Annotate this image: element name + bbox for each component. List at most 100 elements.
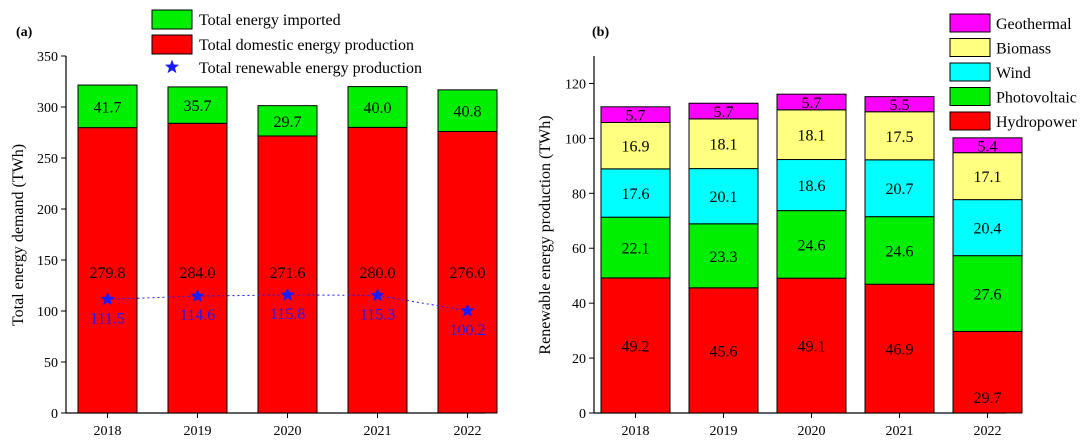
legend-label-photovoltaic: Photovoltaic — [996, 90, 1077, 107]
panel-label: (b) — [592, 25, 609, 40]
x-tick-label: 2021 — [364, 424, 392, 439]
legend-label-domestic: Total domestic energy production — [199, 37, 414, 54]
bar-imported — [257, 105, 318, 137]
data-label-biomass: 18.1 — [798, 128, 826, 145]
data-label-renewable: 115.8 — [270, 306, 305, 323]
bar-segment-geothermal — [688, 102, 759, 120]
data-label-biomass: 17.5 — [886, 129, 914, 146]
y-tick-label: 60 — [572, 242, 586, 257]
data-label-biomass: 17.1 — [974, 169, 1002, 186]
data-label-photovoltaic: 27.6 — [974, 287, 1002, 304]
bar-segment-photovoltaic — [776, 210, 847, 279]
data-label-photovoltaic: 22.1 — [622, 241, 650, 258]
data-label-renewable: 111.5 — [90, 310, 125, 327]
bar-segment-biomass — [864, 111, 935, 161]
bar-segment-hydropower — [688, 287, 759, 414]
y-tick-label: 0 — [579, 407, 586, 422]
y-tick-label: 100 — [565, 132, 586, 147]
y-tick-label: 150 — [37, 254, 58, 269]
y-tick-label: 300 — [37, 101, 58, 116]
data-label-biomass: 18.1 — [710, 137, 738, 154]
data-label-biomass: 16.9 — [622, 139, 650, 156]
data-label-domestic: 279.8 — [90, 265, 126, 282]
legend-swatch-photovoltaic — [949, 87, 991, 106]
y-tick-label: 0 — [51, 407, 58, 422]
y-tick-label: 250 — [37, 152, 58, 167]
data-label-imported: 29.7 — [274, 114, 302, 131]
bar-segment-wind — [864, 159, 935, 218]
x-tick-label: 2020 — [274, 424, 302, 439]
bar-segment-wind — [600, 168, 671, 218]
bar-domestic — [167, 122, 228, 414]
bar-segment-wind — [776, 159, 847, 212]
legend-swatch-domestic — [151, 34, 193, 55]
renewable-star-marker — [100, 291, 115, 306]
data-label-photovoltaic: 24.6 — [798, 237, 826, 254]
x-tick-label: 2018 — [94, 424, 122, 439]
y-axis-title: Renewable energy production (TWh) — [537, 115, 554, 354]
bar-segment-photovoltaic — [952, 255, 1023, 332]
bar-segment-hydropower — [776, 277, 847, 414]
legend-swatch-biomass — [949, 38, 991, 57]
data-label-photovoltaic: 23.3 — [710, 249, 738, 266]
data-label-renewable: 114.6 — [180, 307, 215, 324]
y-tick-label: 120 — [565, 77, 586, 92]
panel-a-chart: 0 50 100 150 200 250 300 350 41.7 279.8 2018 35.7 28… — [10, 9, 498, 439]
bar-segment-biomass — [600, 121, 671, 170]
data-label-domestic: 284.0 — [180, 265, 216, 282]
y-tick-label: 200 — [37, 203, 58, 218]
bar-segment-geothermal — [776, 93, 847, 111]
x-tick-label: 2021 — [886, 424, 914, 439]
legend-star-renewable — [164, 59, 180, 74]
legend-swatch-imported — [151, 9, 193, 30]
x-tick-label: 2018 — [622, 424, 650, 439]
bar-segment-biomass — [688, 118, 759, 170]
legend-label-wind: Wind — [996, 65, 1031, 82]
y-axis-title: Total energy demand (TWh) — [10, 144, 27, 326]
bar-segment-hydropower — [600, 277, 671, 414]
data-label-geothermal: 5.5 — [890, 97, 910, 114]
bar-segment-geothermal — [952, 137, 1023, 154]
x-tick-label: 2019 — [710, 424, 738, 439]
data-label-photovoltaic: 24.6 — [886, 243, 914, 260]
data-label-renewable: 115.3 — [360, 306, 395, 323]
data-label-imported: 40.0 — [364, 100, 392, 117]
bar-segment-biomass — [952, 152, 1023, 201]
data-label-domestic: 271.6 — [270, 265, 306, 282]
bar-segment-wind — [952, 199, 1023, 257]
data-label-wind: 17.6 — [622, 186, 650, 203]
bar-segment-geothermal — [864, 96, 935, 113]
data-label-imported: 41.7 — [94, 99, 122, 116]
panel-b-chart: 0 20 40 60 80 100 120 49.2 22.1 17.6 16.9 5.7 2018 45… — [537, 13, 1078, 439]
bar-segment-hydropower — [952, 330, 1023, 414]
data-label-imported: 35.7 — [184, 98, 212, 115]
legend-swatch-geothermal — [949, 13, 991, 33]
bar-imported — [437, 89, 498, 132]
legend-swatch-hydropower — [949, 111, 991, 131]
bar-imported — [77, 84, 138, 129]
data-label-wind: 18.6 — [798, 178, 826, 195]
bar-segment-photovoltaic — [600, 216, 671, 279]
legend-label-geothermal: Geothermal — [996, 16, 1072, 33]
data-label-hydropower: 49.1 — [798, 339, 826, 356]
legend-label-hydropower: Hydropower — [996, 114, 1078, 131]
data-label-hydropower: 29.7 — [974, 390, 1002, 407]
legend-swatch-wind — [949, 62, 991, 82]
y-tick-label: 50 — [44, 356, 58, 371]
data-label-domestic: 276.0 — [450, 265, 486, 282]
renewable-star-marker — [280, 287, 295, 301]
data-label-hydropower: 46.9 — [886, 342, 914, 359]
y-tick-label: 350 — [37, 50, 58, 65]
y-tick-label: 100 — [37, 305, 58, 320]
data-label-wind: 20.7 — [886, 181, 914, 198]
bar-segment-photovoltaic — [688, 223, 759, 289]
panel-label: (a) — [16, 25, 33, 40]
bar-segment-wind — [688, 168, 759, 225]
y-tick-label: 20 — [572, 352, 586, 367]
legend-label-imported: Total energy imported — [199, 12, 341, 29]
bar-imported — [347, 86, 408, 128]
data-label-renewable: 100.2 — [450, 322, 486, 339]
data-label-hydropower: 45.6 — [710, 343, 738, 360]
x-tick-label: 2020 — [798, 424, 826, 439]
y-tick-label: 40 — [572, 297, 586, 312]
